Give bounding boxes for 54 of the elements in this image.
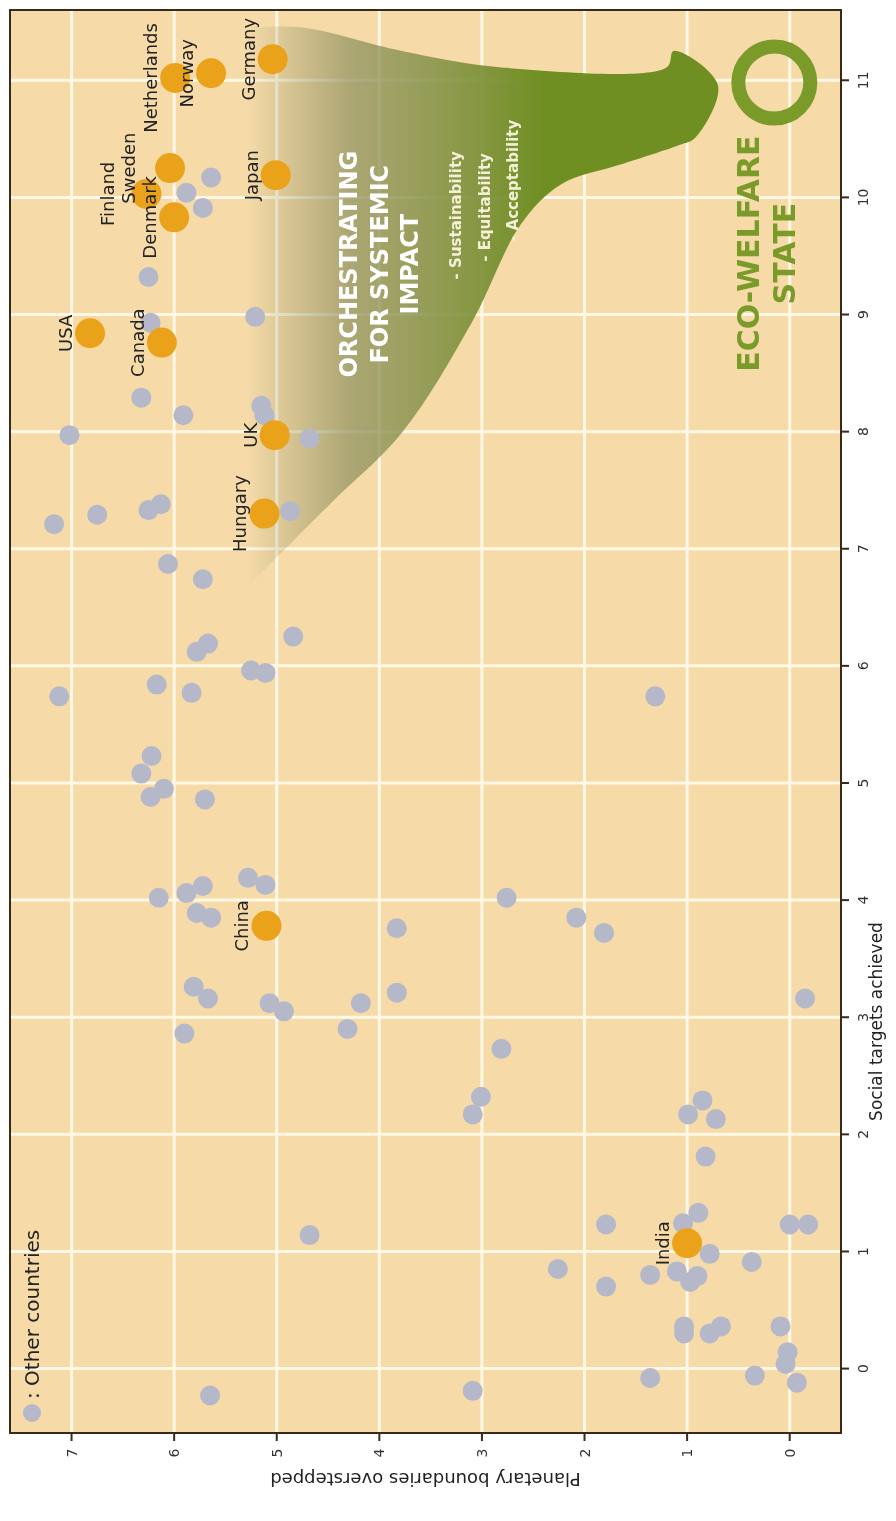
annotation: Germany (237, 17, 259, 101)
annotation: Hungary (229, 474, 251, 553)
annotation: Netherlands (140, 23, 162, 133)
y-tick-label: 11 (855, 71, 871, 90)
annotation: STATE (766, 202, 802, 305)
point (259, 420, 290, 451)
point (155, 153, 186, 184)
annotation: Denmark (139, 175, 161, 259)
annotation: - Sustainability (447, 150, 466, 280)
annotation: - Equitability (476, 152, 495, 262)
x-tick-label: 1 (679, 1448, 696, 1458)
y-tick-label: 10 (855, 188, 871, 207)
annotation: Finland (97, 161, 119, 227)
y-tick-label: 6 (855, 661, 871, 671)
annotation: IMPACT (396, 213, 425, 315)
point (249, 498, 280, 529)
x-tick-label: 4 (371, 1448, 388, 1458)
point (251, 910, 282, 941)
annotation: ORCHESTRATING (334, 150, 363, 378)
point (159, 202, 190, 233)
point (146, 327, 177, 358)
point (672, 1228, 703, 1259)
y-tick-label: 4 (855, 895, 871, 905)
annotation: - Acceptability (503, 119, 522, 242)
y-tick-label: 7 (855, 544, 871, 554)
point (75, 318, 106, 349)
point (260, 160, 291, 191)
y-tick-label: 0 (855, 1364, 871, 1374)
x-tick-label: 2 (576, 1448, 593, 1458)
annotation: ECO-WELFARE (730, 135, 766, 372)
x-tick-label: 3 (473, 1448, 490, 1458)
annotation: USA (55, 313, 77, 352)
annotation: Canada (126, 308, 148, 377)
annotation: India (652, 1221, 674, 1266)
text: : Other countries (20, 1229, 44, 1399)
x-tick-label: 7 (63, 1448, 80, 1458)
y-tick-label: 2 (855, 1129, 871, 1139)
y-tick-label: 3 (855, 1012, 871, 1022)
y-tick-label: 5 (855, 778, 871, 788)
y-tick-label: 1 (855, 1247, 871, 1256)
annotation: China (231, 900, 253, 952)
y-tick-label: 9 (855, 310, 871, 319)
annotation: UK (239, 421, 261, 448)
x-tick-label: 5 (268, 1448, 285, 1458)
y-tick-label: 8 (855, 427, 871, 437)
annotation: Sweden (118, 132, 140, 204)
x-axis-title: Planetary boundaries overstepped (270, 1469, 581, 1490)
x-tick-label: 6 (166, 1448, 183, 1458)
annotation: FOR SYSTEMIC (365, 164, 394, 364)
annotation: Japan (240, 150, 262, 202)
point (196, 58, 227, 89)
point (257, 44, 288, 75)
x-tick-label: 0 (781, 1448, 798, 1458)
annotation: Norway (176, 38, 198, 108)
